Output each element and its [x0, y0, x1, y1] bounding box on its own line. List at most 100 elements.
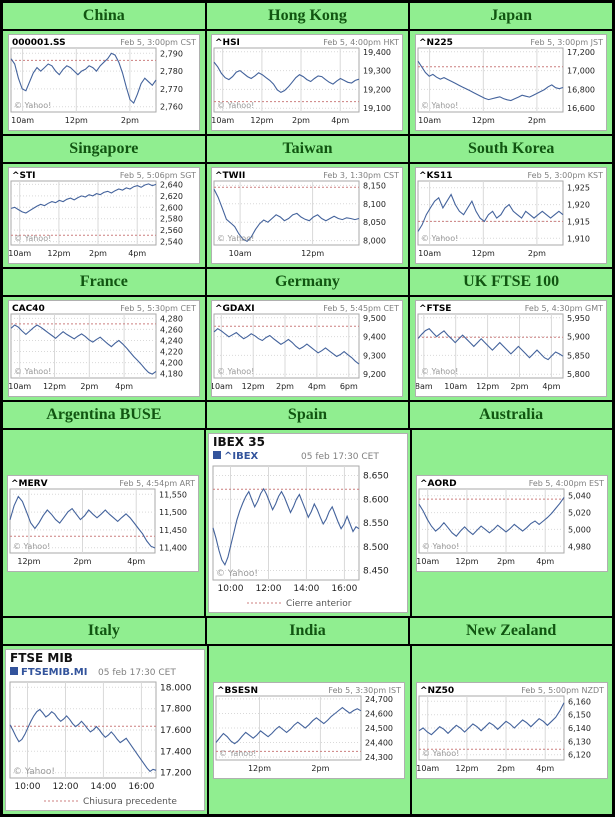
region-header-new-zealand: New Zealand [409, 617, 613, 645]
price-line [418, 701, 565, 735]
region-header-germany: Germany [205, 268, 410, 296]
y-axis-label: 17.400 [160, 747, 192, 757]
timestamp-label: Feb 5, 4:30pm GMT [525, 304, 603, 313]
chart-cell-germany: ^GDAXI Feb 5, 5:45pm CET © Yahoo! 9,500 9,40… [205, 296, 410, 401]
symbol-label: ^TWII [215, 171, 245, 181]
x-axis-label: 4pm [543, 382, 561, 391]
y-axis-label: 8,100 [363, 200, 386, 209]
series-legend-swatch [10, 667, 18, 675]
x-axis-label: 12:00 [255, 584, 281, 594]
chart-italy: FTSE MIB FTSEMIB.MI 05 feb 17:30 CET © Yaho… [5, 649, 205, 811]
region-header-china: China [2, 2, 206, 30]
y-axis-label: 24,300 [365, 753, 393, 762]
region-header-south-korea: South Korea [409, 135, 613, 163]
y-axis-label: 4,200 [160, 359, 183, 368]
price-line [418, 496, 565, 537]
price-line [417, 328, 564, 361]
yahoo-watermark: © Yahoo! [13, 767, 55, 777]
y-axis-label: 2,560 [160, 226, 183, 235]
symbol-label: ^AORD [420, 479, 457, 489]
symbol-label: ^N225 [419, 38, 453, 48]
y-axis-label: 1,925 [567, 184, 590, 193]
x-axis-label: 12pm [18, 557, 41, 566]
y-axis-label: 16,800 [567, 85, 595, 94]
x-axis-label: 10am [418, 116, 441, 125]
yahoo-watermark: © Yahoo! [13, 542, 50, 551]
chart-uk-ftse-100: ^FTSE Feb 5, 4:30pm GMT © Yahoo! 5,950 5,900… [415, 300, 608, 397]
y-axis-label: 1,910 [567, 234, 590, 243]
symbol-label: ^IBEX [224, 451, 259, 462]
x-axis-label: 12pm [248, 764, 271, 773]
chart-india: ^BSESN Feb 5, 3:30pm IST © Yahoo! 24,700 24,… [213, 681, 406, 779]
chart-cell-hong-kong: ^HSI Feb 5, 4:00pm HKT © Yahoo! 19,400 19,30… [205, 30, 410, 135]
yahoo-watermark: © Yahoo! [217, 367, 254, 376]
price-line [10, 324, 157, 375]
x-axis-label: 10:00 [15, 782, 41, 792]
x-axis-label: 10am [211, 382, 233, 391]
price-line [417, 60, 564, 102]
y-axis-label: 19,400 [363, 48, 391, 57]
chart-row: FTSE MIB FTSEMIB.MI 05 feb 17:30 CET © Yaho… [2, 645, 613, 815]
x-axis-label: 12:00 [53, 782, 79, 792]
price-line [215, 706, 362, 744]
yahoo-watermark: © Yahoo! [14, 101, 51, 110]
region-header-france: France [2, 268, 206, 296]
price-line [417, 193, 564, 232]
chart-argentina-buse: ^MERV Feb 5, 4:54pm ART © Yahoo! 11,550 11,5… [7, 474, 200, 572]
price-line [10, 52, 157, 105]
x-axis-label: 12pm [476, 382, 499, 391]
chart-cell-taiwan: ^TWII Feb 3, 1:30pm CST © Yahoo! 8,150 8,100… [205, 163, 410, 268]
timestamp-label: Feb 5, 3:00pm CST [120, 38, 196, 47]
plot-area [213, 313, 360, 379]
symbol-label: ^FTSE [419, 304, 451, 314]
y-axis-label: 19,100 [363, 104, 391, 113]
y-axis-label: 1,915 [567, 217, 590, 226]
y-axis-label: 6,140 [568, 724, 591, 733]
x-axis-label: 2pm [121, 116, 139, 125]
yahoo-watermark: © Yahoo! [421, 367, 458, 376]
timestamp-label: Feb 5, 4:54pm ART [120, 479, 196, 488]
x-axis-label: 14:00 [293, 584, 319, 594]
y-axis-label: 17,000 [567, 67, 595, 76]
x-axis-label: 10am [212, 116, 235, 125]
x-axis-label: 10:00 [217, 584, 243, 594]
y-axis-label: 24,400 [365, 738, 393, 747]
y-axis-label: 4,220 [160, 348, 183, 357]
x-axis-label: 2pm [511, 382, 529, 391]
y-axis-label: 4,180 [160, 370, 183, 379]
x-axis-label: 10am [8, 382, 31, 391]
chart-cell-india: ^BSESN Feb 5, 3:30pm IST © Yahoo! 24,700 24,… [208, 645, 411, 815]
chart-cell-argentina-buse: ^MERV Feb 5, 4:54pm ART © Yahoo! 11,550 11,5… [2, 429, 205, 617]
chart-cell-uk-ftse-100: ^FTSE Feb 5, 4:30pm GMT © Yahoo! 5,950 5,900… [409, 296, 613, 401]
symbol-label: ^MERV [11, 479, 48, 489]
y-axis-label: 6,150 [568, 710, 591, 719]
chart-germany: ^GDAXI Feb 5, 5:45pm CET © Yahoo! 9,500 9,40… [211, 300, 404, 397]
y-axis-label: 2,580 [160, 215, 183, 224]
x-axis-label: 2pm [528, 116, 546, 125]
yahoo-watermark: © Yahoo! [217, 101, 254, 110]
y-axis-label: 8.650 [363, 472, 389, 482]
chart-cell-china: 000001.SS Feb 5, 3:00pm CST © Yahoo! 2,790 2… [2, 30, 206, 135]
x-axis-label: 4pm [128, 249, 146, 258]
header-row: France Germany UK FTSE 100 [2, 268, 613, 296]
y-axis-label: 2,640 [160, 180, 183, 189]
symbol-label: CAC40 [12, 304, 45, 314]
y-axis-label: 6,120 [568, 750, 591, 759]
y-axis-label: 5,000 [568, 525, 591, 534]
yahoo-watermark: © Yahoo! [422, 749, 459, 758]
yahoo-watermark: © Yahoo! [216, 569, 258, 579]
x-axis-label: 10am [229, 249, 252, 258]
timestamp-label: 05 feb 17:30 CET [98, 668, 176, 678]
price-line [214, 61, 360, 94]
x-axis-label: 10am [8, 249, 31, 258]
chart-cell-south-korea: ^KS11 Feb 5, 3:00pm KST © Yahoo! 1,925 1,920… [409, 163, 613, 268]
price-line [213, 188, 360, 242]
y-axis-label: 8.550 [363, 519, 389, 529]
x-axis-label: 16:00 [128, 782, 154, 792]
x-axis-label: 2pm [497, 557, 515, 566]
y-axis-label: 5,040 [568, 491, 591, 500]
x-axis-label: 2pm [277, 382, 295, 391]
symbol-label: ^HSI [215, 38, 240, 48]
y-axis-label: 9,300 [363, 351, 386, 360]
